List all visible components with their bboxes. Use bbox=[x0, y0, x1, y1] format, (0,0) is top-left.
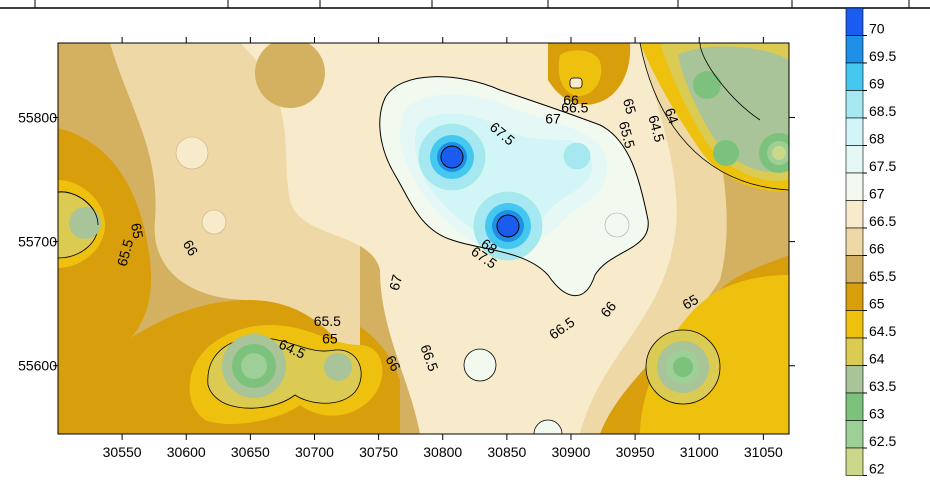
x-tick-label: 30900 bbox=[552, 444, 591, 460]
top-frame bbox=[0, 0, 930, 9]
contour-label: 64 bbox=[662, 106, 682, 126]
contour-fill bbox=[58, 43, 789, 434]
contour-label: 65.5 bbox=[114, 237, 137, 268]
x-tick-label: 30650 bbox=[231, 444, 270, 460]
legend-swatch bbox=[845, 145, 864, 174]
contour-label: 67 bbox=[545, 111, 561, 127]
legend-swatch bbox=[845, 7, 864, 36]
contour-label: 65 bbox=[128, 222, 146, 240]
legend-label: 64 bbox=[869, 351, 885, 367]
legend-swatch bbox=[845, 172, 864, 201]
plot-area-frame bbox=[57, 42, 790, 435]
contour-label: 66 bbox=[563, 92, 579, 108]
legend-label: 69.5 bbox=[869, 48, 896, 64]
contour-label: 67 bbox=[386, 273, 406, 292]
legend-swatch bbox=[845, 62, 864, 91]
x-tick-label: 31000 bbox=[680, 444, 719, 460]
x-tick-label: 30700 bbox=[295, 444, 334, 460]
legend-label: 66 bbox=[869, 241, 885, 257]
x-tick-label: 30850 bbox=[487, 444, 526, 460]
axes: 30550 30600 30650 30700 30750 30800 30850 30900… bbox=[18, 37, 795, 460]
contour-label: 66.5 bbox=[561, 100, 588, 116]
legend-label: 68 bbox=[869, 131, 885, 147]
legend-label: 67.5 bbox=[869, 158, 896, 174]
legend-swatch bbox=[845, 227, 864, 256]
contour-label: 66 bbox=[382, 352, 404, 374]
legend-label: 63 bbox=[869, 406, 885, 422]
contour-label: 65 bbox=[620, 97, 640, 116]
contour-label: 65 bbox=[322, 330, 338, 346]
legend-label: 69 bbox=[869, 76, 885, 92]
legend-label: 70 bbox=[869, 21, 885, 37]
x-tick-label: 30800 bbox=[423, 444, 462, 460]
legend-swatch bbox=[845, 420, 864, 449]
legend-swatch bbox=[845, 282, 864, 311]
contour-label: 65 bbox=[680, 291, 702, 313]
x-tick-label: 30550 bbox=[103, 444, 142, 460]
x-tick-label: 30950 bbox=[616, 444, 655, 460]
legend-label: 65.5 bbox=[869, 268, 896, 284]
legend-label: 67 bbox=[869, 186, 885, 202]
legend-label: 62.5 bbox=[869, 433, 896, 449]
contour-label: 66 bbox=[180, 237, 202, 259]
legend-swatch bbox=[845, 337, 864, 366]
legend-swatch bbox=[845, 35, 864, 64]
legend-label: 66.5 bbox=[869, 213, 896, 229]
y-tick-label: 55700 bbox=[18, 234, 57, 250]
legend-swatch bbox=[845, 200, 864, 229]
legend-label: 68.5 bbox=[869, 103, 896, 119]
legend-swatch bbox=[845, 447, 864, 476]
contour-label: 64.5 bbox=[645, 113, 668, 144]
x-tick-label: 30600 bbox=[167, 444, 206, 460]
legend-swatch bbox=[845, 392, 864, 421]
legend-label: 63.5 bbox=[869, 378, 896, 394]
y-tick-label: 55600 bbox=[18, 358, 57, 374]
contour-label: 65.5 bbox=[616, 120, 639, 151]
x-tick-label: 30750 bbox=[359, 444, 398, 460]
legend-swatch bbox=[845, 117, 864, 146]
legend-label: 65 bbox=[869, 296, 885, 312]
color-scale-legend: 70 69.5 69 68.5 68 67.5 67 66.5 66 65.5 65 64.5 64 63… bbox=[845, 7, 896, 477]
legend-label: 62 bbox=[869, 461, 885, 477]
legend-swatch bbox=[845, 90, 864, 119]
legend-label: 64.5 bbox=[869, 323, 896, 339]
legend-swatch bbox=[845, 255, 864, 284]
legend-swatch bbox=[845, 310, 864, 339]
contour-label: 65.5 bbox=[314, 313, 341, 329]
y-tick-label: 55800 bbox=[18, 109, 57, 125]
x-tick-label: 31050 bbox=[744, 444, 783, 460]
legend-swatch bbox=[845, 365, 864, 394]
